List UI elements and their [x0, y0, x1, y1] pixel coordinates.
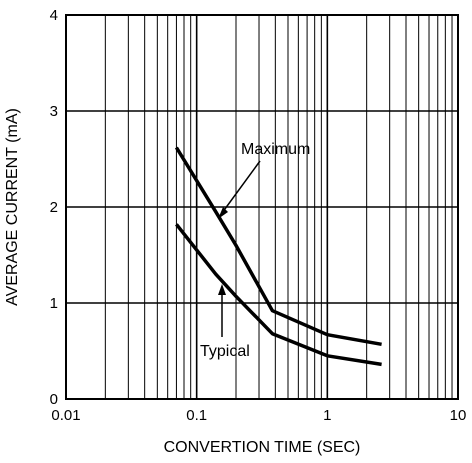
- x-tick-labels: 0.01 0.1 1 10: [51, 407, 466, 424]
- x-tick-label: 1: [323, 407, 331, 424]
- maximum-pointer-line: [221, 160, 261, 214]
- grid: [66, 15, 458, 399]
- series-lines: [174, 146, 382, 367]
- y-tick-label: 3: [50, 103, 58, 120]
- y-tick-labels: 0 1 2 3 4: [50, 7, 58, 408]
- series-label-maximum: Maximum: [241, 141, 310, 158]
- y-axis-title: AVERAGE CURRENT (mA): [4, 108, 21, 306]
- x-tick-label: 0.1: [186, 407, 207, 424]
- maximum-pointer-arrow: [218, 207, 228, 219]
- x-tick-label: 0.01: [51, 407, 80, 424]
- y-tick-label: 1: [50, 295, 58, 312]
- y-tick-label: 2: [50, 199, 58, 216]
- plot-frame: [65, 14, 459, 400]
- series-line-typical: [175, 223, 382, 367]
- series-label-typical: Typical: [200, 343, 250, 360]
- x-axis-title: CONVERTION TIME (SEC): [164, 439, 361, 456]
- typical-pointer-arrow: [218, 284, 226, 295]
- series-line-maximum: [174, 146, 382, 347]
- y-tick-label: 4: [50, 7, 58, 24]
- y-tick-label: 0: [50, 391, 58, 408]
- x-tick-label: 10: [450, 407, 467, 424]
